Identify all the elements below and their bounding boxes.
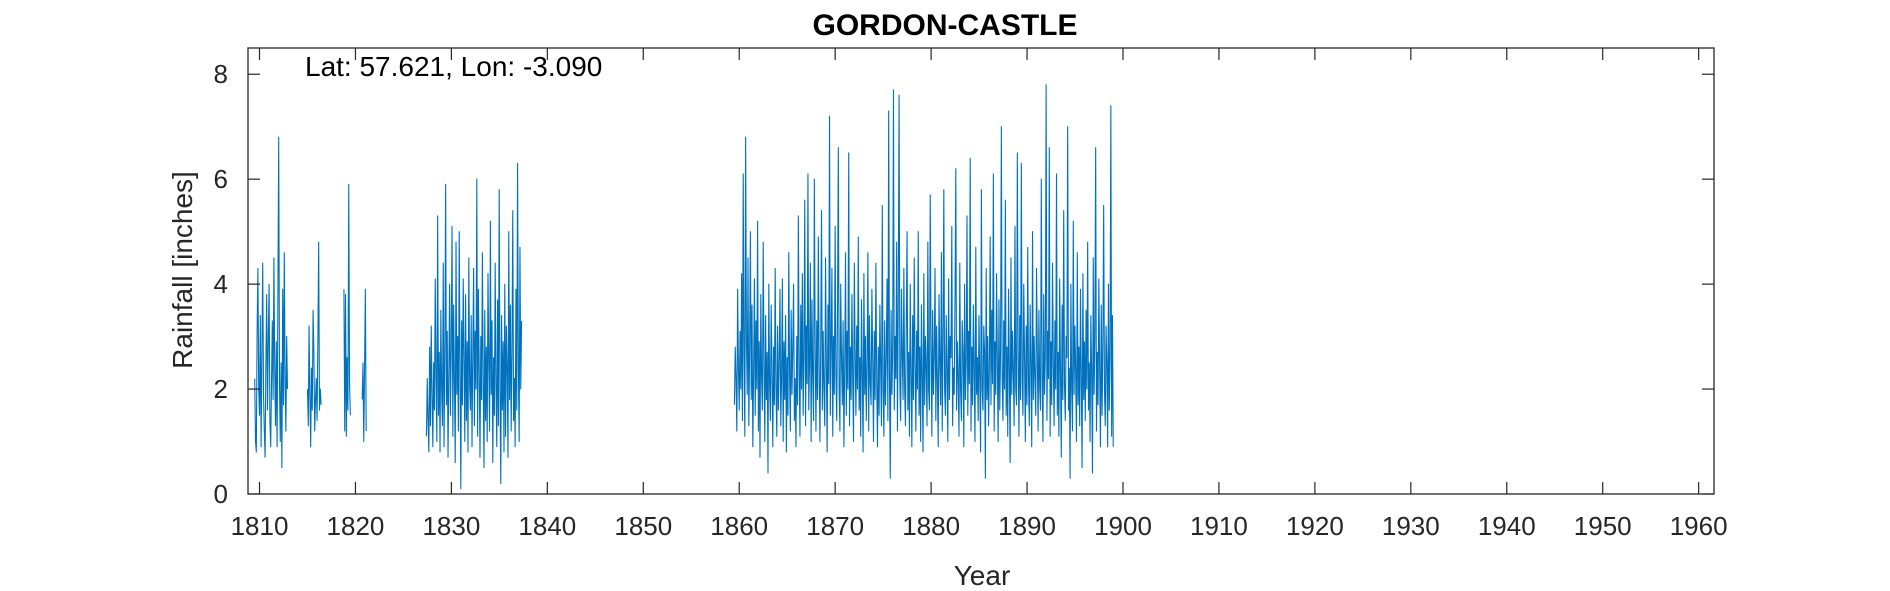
x-tick-label: 1960 bbox=[1670, 511, 1728, 541]
x-tick-label: 1930 bbox=[1382, 511, 1440, 541]
x-tick-label: 1810 bbox=[231, 511, 289, 541]
y-tick-label: 8 bbox=[214, 59, 228, 89]
x-tick-label: 1830 bbox=[422, 511, 480, 541]
x-tick-label: 1950 bbox=[1574, 511, 1632, 541]
x-tick-label: 1910 bbox=[1190, 511, 1248, 541]
y-axis: 0 2 4 6 8 bbox=[214, 59, 1714, 509]
rainfall-line-segment-5 bbox=[425, 162, 523, 490]
y-axis-label: Rainfall [inches] bbox=[167, 171, 198, 369]
x-axis: 1810 1820 1830 1840 1850 1860 1870 1880 1890 1900… bbox=[231, 48, 1728, 541]
rainfall-series bbox=[254, 84, 1114, 490]
x-tick-label: 1920 bbox=[1286, 511, 1344, 541]
x-tick-label: 1820 bbox=[327, 511, 385, 541]
x-tick-label: 1880 bbox=[902, 511, 960, 541]
rainfall-line-segment-6 bbox=[733, 84, 1114, 479]
x-tick-label: 1870 bbox=[806, 511, 864, 541]
rainfall-line-segment-2 bbox=[306, 241, 322, 448]
rainfall-line-segment-4 bbox=[361, 288, 367, 443]
chart-title: GORDON-CASTLE bbox=[813, 9, 1078, 42]
y-tick-label: 2 bbox=[214, 374, 228, 404]
x-tick-label: 1890 bbox=[998, 511, 1056, 541]
rainfall-line-segment-3 bbox=[343, 183, 351, 437]
plot-area bbox=[247, 47, 1715, 495]
x-tick-label: 1860 bbox=[710, 511, 768, 541]
x-tick-label: 1850 bbox=[614, 511, 672, 541]
y-tick-label: 4 bbox=[214, 269, 228, 299]
y-tick-label: 6 bbox=[214, 164, 228, 194]
x-tick-label: 1940 bbox=[1478, 511, 1536, 541]
y-tick-label: 0 bbox=[214, 479, 228, 509]
x-tick-label: 1900 bbox=[1094, 511, 1152, 541]
x-axis-label: Year bbox=[954, 560, 1011, 591]
x-tick-label: 1840 bbox=[518, 511, 576, 541]
rainfall-line-segment-1 bbox=[254, 136, 289, 469]
plot-frame bbox=[247, 47, 1715, 495]
location-annotation: Lat: 57.621, Lon: -3.090 bbox=[305, 51, 602, 82]
